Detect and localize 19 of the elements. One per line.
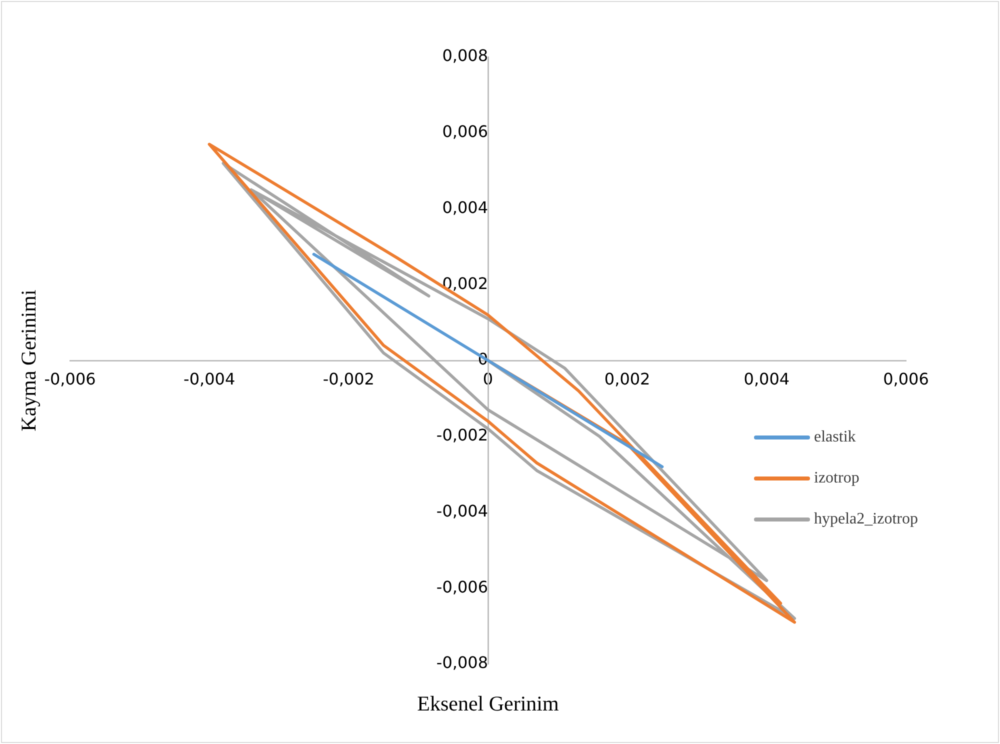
x-tick-label: -0,004 [184, 369, 236, 388]
y-tick-label: 0,002 [442, 274, 488, 293]
y-tick-label: -0,002 [436, 426, 488, 445]
y-tick-label: 0,006 [442, 122, 488, 142]
x-tick-label: 0,002 [604, 369, 650, 388]
legend-label: hypela2_izotrop [814, 510, 918, 528]
y-tick-label: 0,008 [442, 46, 488, 66]
x-axis-title: Eksenel Gerinim [417, 692, 559, 716]
legend-label: izotrop [814, 470, 860, 487]
y-tick-label: -0,006 [436, 577, 488, 596]
y-tick-label: -0,004 [436, 501, 488, 520]
x-tick-label: -0,002 [322, 369, 374, 388]
x-tick-label: 0,004 [744, 369, 790, 388]
y-tick-label: 0,004 [442, 198, 488, 217]
x-tick-label: -0,006 [44, 369, 96, 388]
y-tick-label: -0,008 [436, 653, 488, 672]
y-axis-title: Kayma Gerinimi [16, 289, 41, 432]
x-tick-label: 0,006 [883, 369, 929, 388]
legend-label: elastik [814, 428, 856, 446]
